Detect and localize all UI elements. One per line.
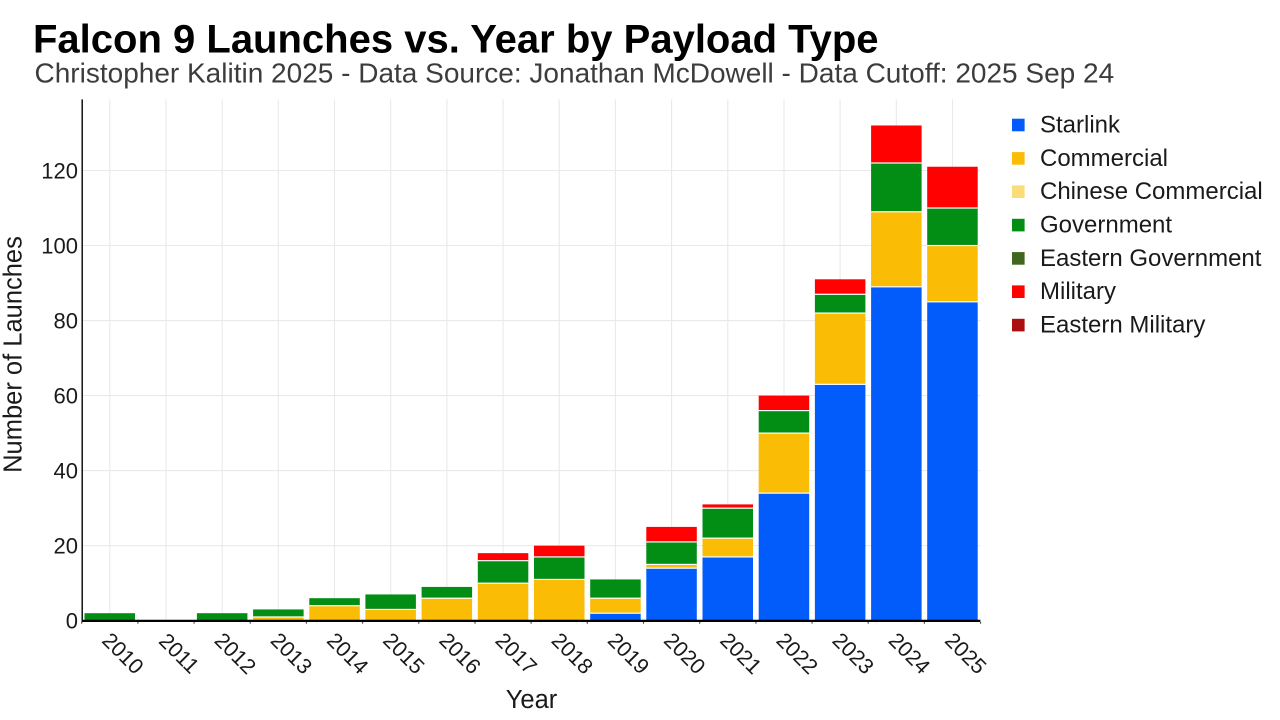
svg-text:60: 60: [54, 383, 78, 408]
svg-text:40: 40: [54, 458, 78, 483]
svg-text:0: 0: [66, 609, 78, 634]
svg-text:Military: Military: [1040, 278, 1116, 305]
svg-text:Starlink: Starlink: [1040, 112, 1121, 139]
svg-text:100: 100: [41, 233, 78, 258]
svg-text:Commercial: Commercial: [1040, 145, 1168, 172]
svg-text:Eastern Government: Eastern Government: [1040, 245, 1262, 272]
svg-text:80: 80: [54, 308, 78, 333]
svg-text:Year: Year: [506, 686, 558, 714]
svg-text:Falcon 9 Launches vs. Year by: Falcon 9 Launches vs. Year by Payload Ty…: [33, 17, 879, 61]
svg-text:Chinese Commercial: Chinese Commercial: [1040, 178, 1263, 205]
svg-text:Number of Launches: Number of Launches: [0, 236, 28, 473]
svg-text:Eastern Military: Eastern Military: [1040, 312, 1205, 339]
svg-text:120: 120: [41, 158, 78, 183]
svg-text:Government: Government: [1040, 212, 1172, 239]
svg-text:Christopher Kalitin 2025 - Dat: Christopher Kalitin 2025 - Data Source: …: [35, 57, 1115, 88]
svg-text:20: 20: [54, 534, 78, 559]
